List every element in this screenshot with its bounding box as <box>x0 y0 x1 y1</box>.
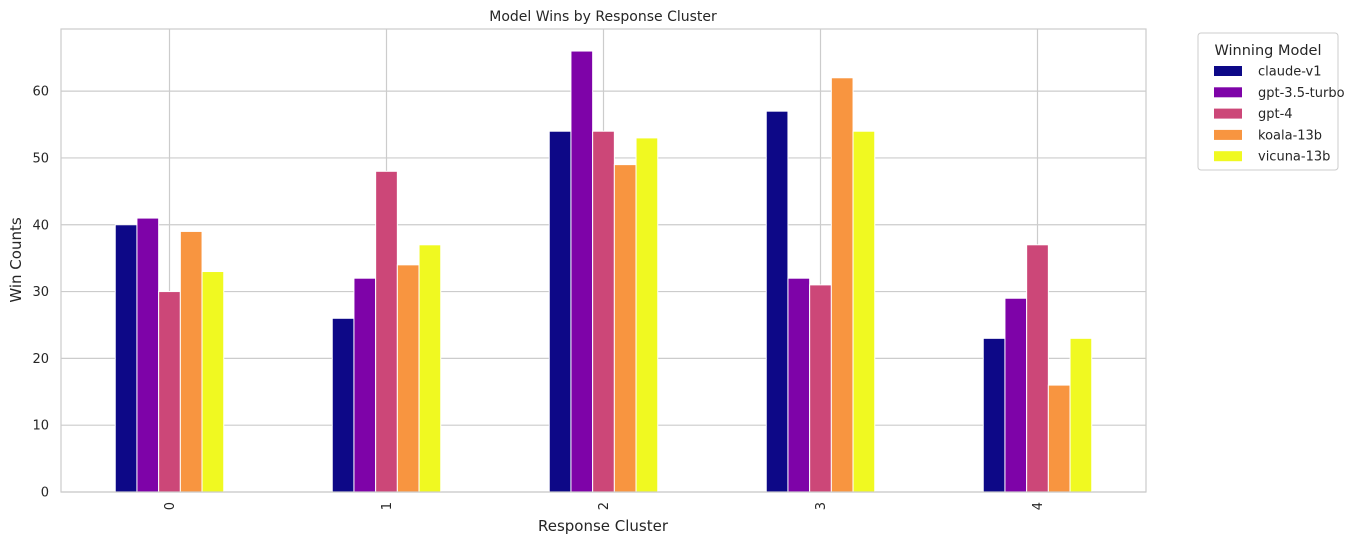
y-tick-label: 20 <box>32 352 49 367</box>
bar-koala-13b-cluster-2 <box>613 164 637 493</box>
bar-gpt-3.5-turbo-cluster-4 <box>1004 297 1028 493</box>
legend-label-gpt-3.5-turbo: gpt-3.5-turbo <box>1258 86 1345 101</box>
legend-swatch-koala-13b <box>1214 129 1242 140</box>
bar-gpt-4-cluster-2 <box>592 130 615 493</box>
legend-swatch-gpt-3.5-turbo <box>1214 87 1242 98</box>
y-tick-label: 50 <box>32 151 49 166</box>
bar-vicuna-13b-cluster-2 <box>635 137 659 493</box>
bar-koala-13b-cluster-3 <box>830 77 854 493</box>
y-tick-label: 30 <box>32 285 49 300</box>
legend: Winning Model claude-v1 gpt-3.5-turbo gpt-… <box>1197 32 1345 171</box>
bar-vicuna-13b-cluster-3 <box>852 130 876 493</box>
x-tick-label: 3 <box>814 502 829 510</box>
bar-claude-v1-cluster-4 <box>982 337 1006 493</box>
y-tick-label: 0 <box>41 486 49 501</box>
chart-title: Model Wins by Response Cluster <box>489 9 717 25</box>
y-axis-label: Win Counts <box>7 217 25 302</box>
bar-vicuna-13b-cluster-4 <box>1069 337 1093 493</box>
bar-gpt-3.5-turbo-cluster-2 <box>570 50 594 493</box>
bar-gpt-4-cluster-1 <box>375 170 398 493</box>
y-tick-label: 60 <box>32 85 49 100</box>
bar-vicuna-13b-cluster-0 <box>201 271 225 493</box>
legend-swatch-claude-v1 <box>1214 66 1242 76</box>
x-tick-label: 4 <box>1031 502 1046 510</box>
legend-label-gpt-4: gpt-4 <box>1258 107 1293 122</box>
bar-claude-v1-cluster-2 <box>548 130 572 493</box>
bars <box>114 50 1093 493</box>
bar-gpt-4-cluster-4 <box>1026 244 1049 493</box>
y-tick-label: 40 <box>32 218 49 233</box>
x-axis-label: Response Cluster <box>538 517 669 535</box>
legend-label-vicuna-13b: vicuna-13b <box>1258 150 1330 165</box>
bar-gpt-4-cluster-3 <box>809 284 832 493</box>
bar-gpt-3.5-turbo-cluster-0 <box>136 217 160 493</box>
plot-frame <box>60 28 1147 493</box>
bar-gpt-3.5-turbo-cluster-3 <box>787 277 811 493</box>
x-tick-label: 2 <box>597 502 612 510</box>
bar-claude-v1-cluster-1 <box>331 317 355 493</box>
legend-label-koala-13b: koala-13b <box>1258 128 1322 143</box>
y-tick-label: 10 <box>32 419 49 434</box>
legend-swatch-vicuna-13b <box>1214 151 1242 162</box>
legend-swatch-gpt-4 <box>1214 108 1242 119</box>
x-tick-label: 1 <box>380 502 395 510</box>
legend-title: Winning Model <box>1215 43 1322 59</box>
bar-vicuna-13b-cluster-1 <box>418 244 442 493</box>
bar-gpt-4-cluster-0 <box>158 291 181 493</box>
bar-koala-13b-cluster-1 <box>396 264 420 493</box>
bar-claude-v1-cluster-3 <box>765 110 789 493</box>
x-tick-label: 0 <box>163 502 178 510</box>
bar-claude-v1-cluster-0 <box>114 224 138 493</box>
bar-koala-13b-cluster-4 <box>1047 384 1071 493</box>
legend-label-claude-v1: claude-v1 <box>1258 65 1322 80</box>
bar-koala-13b-cluster-0 <box>179 230 203 493</box>
y-ticks: 0 10 20 30 40 50 60 <box>32 85 49 501</box>
x-ticks: 0 1 2 3 4 <box>163 502 1046 510</box>
bar-gpt-3.5-turbo-cluster-1 <box>353 277 377 493</box>
